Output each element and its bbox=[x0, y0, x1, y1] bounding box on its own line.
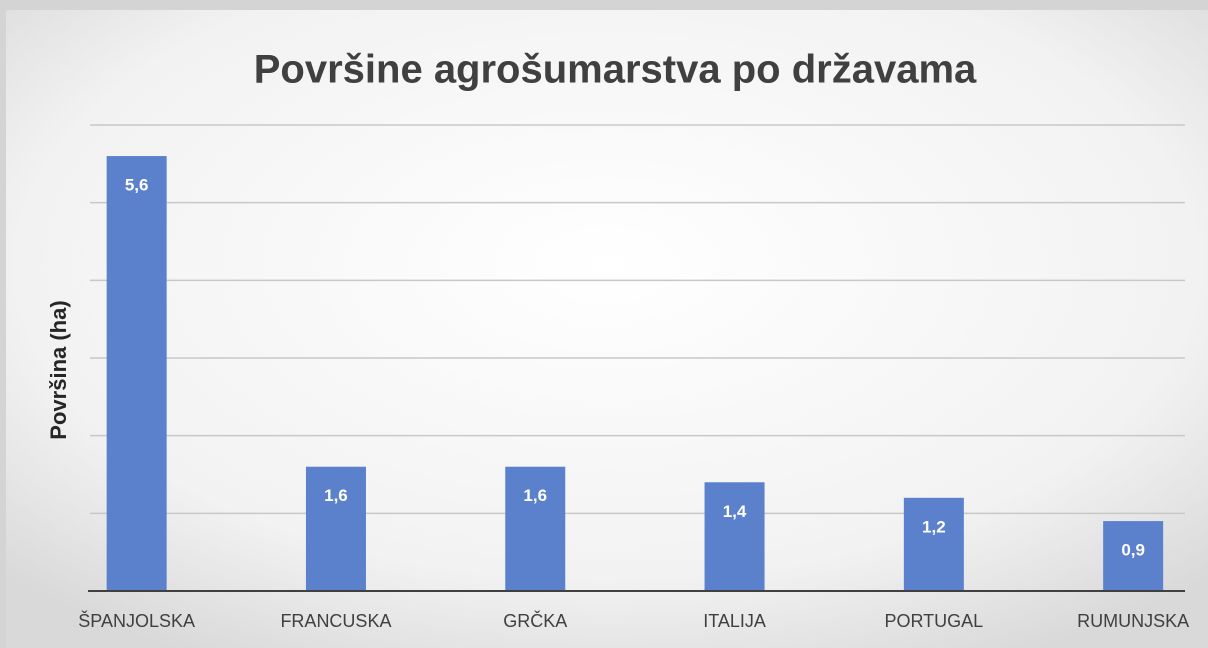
data-label: 5,6 bbox=[125, 176, 149, 195]
bar bbox=[1103, 521, 1164, 591]
data-label: 1,4 bbox=[723, 502, 747, 521]
data-label: 1,2 bbox=[922, 517, 946, 536]
x-tick-label: FRANCUSKA bbox=[280, 611, 391, 631]
bar bbox=[903, 497, 964, 591]
y-axis-label: Površina (ha) bbox=[46, 300, 71, 439]
x-tick-label: GRČKA bbox=[503, 610, 567, 631]
data-label: 1,6 bbox=[324, 486, 348, 505]
x-tick-label: RUMUNJSKA bbox=[1077, 611, 1189, 631]
bar bbox=[305, 466, 366, 591]
x-tick-label: ITALIJA bbox=[703, 611, 766, 631]
bar bbox=[106, 156, 167, 592]
data-label: 0,9 bbox=[1121, 541, 1145, 560]
chart-title: Površine agrošumarstva po državama bbox=[254, 48, 977, 92]
data-label: 1,6 bbox=[523, 486, 547, 505]
background bbox=[6, 10, 1208, 648]
bar bbox=[704, 482, 765, 591]
x-tick-label: ŠPANJOLSKA bbox=[78, 610, 195, 631]
bar bbox=[505, 466, 566, 591]
x-tick-label: PORTUGAL bbox=[884, 611, 983, 631]
